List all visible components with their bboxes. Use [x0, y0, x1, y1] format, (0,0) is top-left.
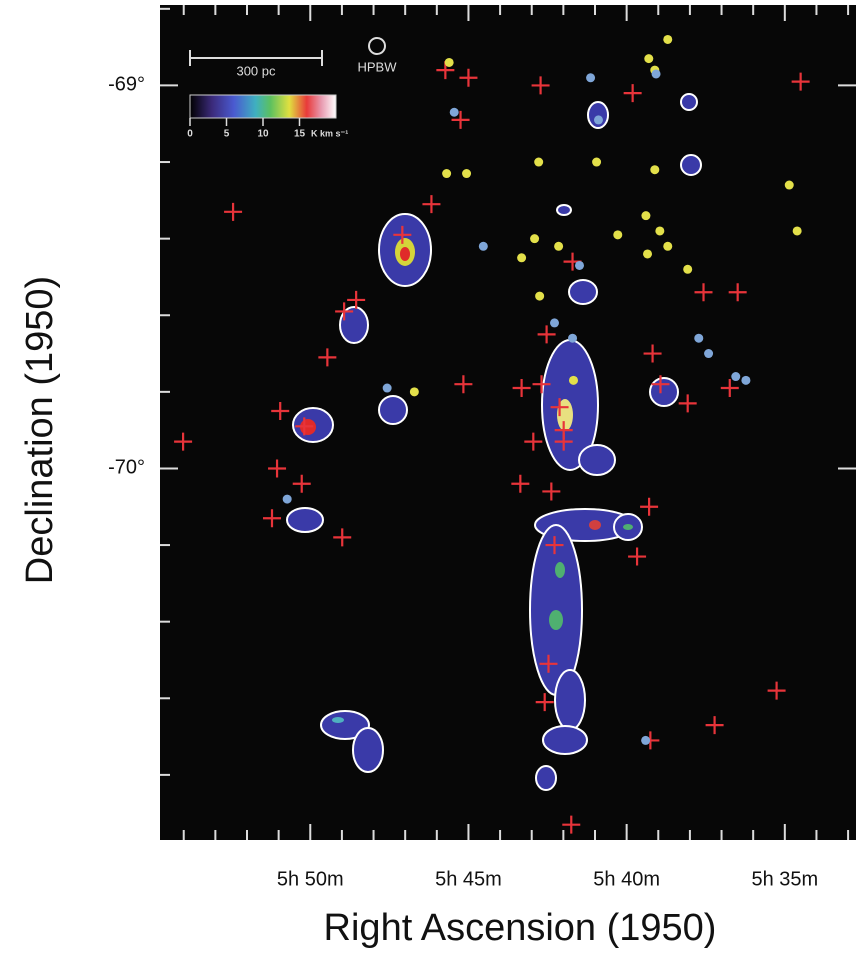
y-tick-label: -69°	[108, 74, 145, 96]
dot-marker	[450, 108, 459, 117]
y-tick-label: -70°	[108, 457, 145, 479]
dot-marker	[741, 376, 750, 385]
dot-marker	[462, 169, 471, 178]
colorbar-unit: K km s⁻¹	[311, 128, 348, 138]
dot-marker	[644, 54, 653, 63]
dot-marker	[641, 211, 650, 220]
dot-marker	[793, 226, 802, 235]
x-tick-label: 5h 40m	[593, 868, 660, 890]
dot-marker	[586, 73, 595, 82]
dot-marker	[479, 242, 488, 251]
dot-marker	[550, 318, 559, 327]
x-axis-label: Right Ascension (1950)	[324, 907, 717, 949]
dot-marker	[785, 181, 794, 190]
x-tick-label: 5h 50m	[277, 868, 344, 890]
colorbar	[190, 95, 336, 118]
dot-marker	[517, 253, 526, 262]
dot-marker	[652, 69, 661, 78]
dot-marker	[663, 242, 672, 251]
dot-marker	[731, 372, 740, 381]
dot-marker	[534, 158, 543, 167]
dot-marker	[383, 384, 392, 393]
dot-marker	[445, 58, 454, 67]
chart: 300 pc HPBW K km s⁻¹ Right Ascension (19…	[0, 0, 856, 953]
dot-marker	[683, 265, 692, 274]
dot-marker	[575, 261, 584, 270]
colorbar-scale	[190, 95, 336, 118]
dot-marker	[663, 35, 672, 44]
dot-marker	[568, 334, 577, 343]
dot-marker	[613, 230, 622, 239]
dot-marker	[535, 292, 544, 301]
dot-marker	[442, 169, 451, 178]
dot-marker	[410, 387, 419, 396]
dot-marker	[704, 349, 713, 358]
beam-label: HPBW	[358, 59, 398, 74]
dot-marker	[655, 226, 664, 235]
dot-marker	[641, 736, 650, 745]
dot-marker	[594, 115, 603, 124]
colorbar-tick-label: 0	[187, 129, 193, 140]
dot-marker	[650, 165, 659, 174]
dot-marker	[530, 234, 539, 243]
dot-marker	[569, 376, 578, 385]
dot-marker	[643, 249, 652, 258]
colorbar-tick-label: 15	[294, 129, 306, 140]
x-tick-label: 5h 35m	[751, 868, 818, 890]
colorbar-tick-label: 5	[224, 129, 230, 140]
dot-marker	[592, 158, 601, 167]
colorbar-tick-label: 10	[257, 129, 269, 140]
dot-marker	[694, 334, 703, 343]
dot-marker	[283, 495, 292, 504]
dot-marker	[554, 242, 563, 251]
x-tick-label: 5h 45m	[435, 868, 502, 890]
y-axis-label: Declination (1950)	[19, 276, 61, 584]
scale-bar-label: 300 pc	[236, 63, 276, 78]
